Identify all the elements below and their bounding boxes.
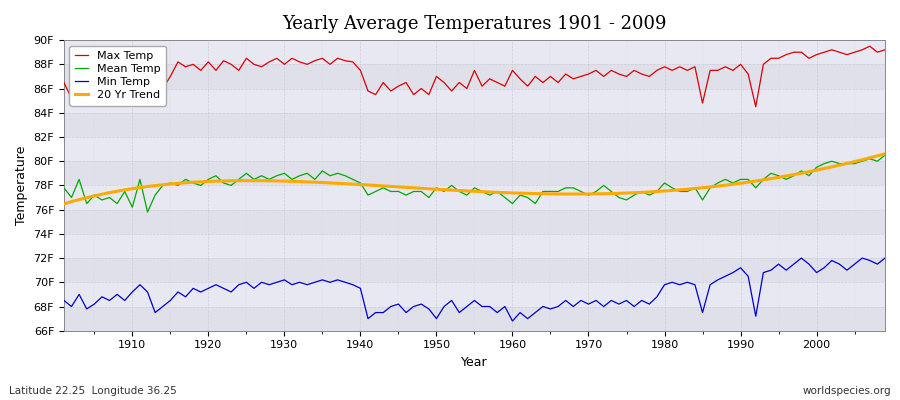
Line: Max Temp: Max Temp <box>64 46 885 107</box>
Max Temp <box>286 56 297 61</box>
Min Temp <box>286 282 297 287</box>
20 Yr Trend <box>58 202 69 206</box>
Mean Temp <box>142 210 153 214</box>
Y-axis label: Temperature: Temperature <box>15 146 28 225</box>
20 Yr Trend <box>286 179 297 184</box>
Line: Mean Temp: Mean Temp <box>64 155 885 212</box>
Min Temp <box>507 319 517 324</box>
Min Temp <box>796 256 806 260</box>
Min Temp <box>332 278 343 282</box>
Max Temp <box>332 56 343 61</box>
Bar <box>64 88 885 113</box>
Bar <box>64 258 885 282</box>
Bar <box>64 113 885 137</box>
20 Yr Trend <box>507 190 517 195</box>
Max Temp <box>58 80 69 85</box>
Min Temp <box>606 298 616 303</box>
Bar <box>64 282 885 306</box>
20 Yr Trend <box>332 181 343 186</box>
Max Temp <box>751 104 761 109</box>
Bar <box>64 137 885 161</box>
Min Temp <box>500 304 510 309</box>
Bar <box>64 234 885 258</box>
Mean Temp <box>294 173 305 178</box>
Mean Temp <box>515 193 526 198</box>
Min Temp <box>515 310 526 315</box>
Mean Temp <box>120 189 130 194</box>
20 Yr Trend <box>598 191 609 196</box>
Line: 20 Yr Trend: 20 Yr Trend <box>64 154 885 204</box>
Min Temp <box>120 298 130 303</box>
20 Yr Trend <box>879 152 890 156</box>
Mean Temp <box>606 189 616 194</box>
X-axis label: Year: Year <box>461 356 488 369</box>
Mean Temp <box>507 201 517 206</box>
Mean Temp <box>340 173 351 178</box>
Text: worldspecies.org: worldspecies.org <box>803 386 891 396</box>
Max Temp <box>598 74 609 79</box>
Mean Temp <box>58 186 69 190</box>
Bar <box>64 40 885 64</box>
Max Temp <box>500 84 510 88</box>
Bar <box>64 64 885 88</box>
Legend: Max Temp, Mean Temp, Min Temp, 20 Yr Trend: Max Temp, Mean Temp, Min Temp, 20 Yr Tre… <box>69 46 166 106</box>
20 Yr Trend <box>500 190 510 195</box>
Text: Latitude 22.25  Longitude 36.25: Latitude 22.25 Longitude 36.25 <box>9 386 176 396</box>
Max Temp <box>864 44 875 48</box>
Bar <box>64 161 885 186</box>
Bar <box>64 210 885 234</box>
Max Temp <box>120 84 130 88</box>
Max Temp <box>879 47 890 52</box>
Bar <box>64 306 885 331</box>
Max Temp <box>507 68 517 73</box>
Min Temp <box>58 298 69 303</box>
Bar <box>64 186 885 210</box>
20 Yr Trend <box>120 188 130 192</box>
Line: Min Temp: Min Temp <box>64 258 885 321</box>
Min Temp <box>879 256 890 260</box>
Title: Yearly Average Temperatures 1901 - 2009: Yearly Average Temperatures 1901 - 2009 <box>283 15 667 33</box>
Mean Temp <box>879 153 890 158</box>
